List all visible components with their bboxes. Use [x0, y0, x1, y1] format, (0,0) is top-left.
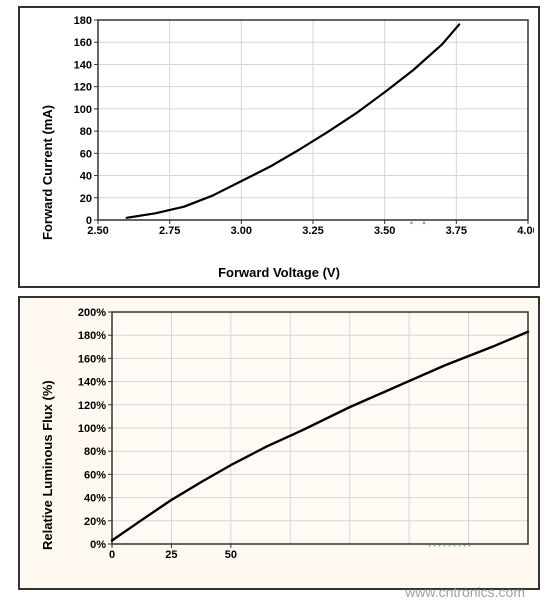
svg-text:200%: 200%: [78, 307, 106, 319]
svg-text:80: 80: [80, 126, 92, 138]
svg-text:3.00: 3.00: [231, 225, 252, 237]
svg-text:0%: 0%: [90, 539, 106, 551]
svg-text:0: 0: [86, 215, 92, 227]
svg-text:160%: 160%: [78, 353, 106, 365]
svg-text:40%: 40%: [84, 493, 106, 505]
svg-text:20%: 20%: [84, 516, 106, 528]
svg-text:140: 140: [74, 59, 92, 71]
svg-text:60: 60: [80, 148, 92, 160]
svg-text:2.75: 2.75: [159, 225, 180, 237]
watermark-text: www.cntronics.com: [405, 584, 525, 600]
svg-text:80%: 80%: [84, 446, 106, 458]
svg-text:4.00: 4.00: [517, 225, 534, 237]
top-chart-ylabel: Forward Current (mA): [40, 105, 55, 240]
svg-text:40: 40: [80, 171, 92, 183]
svg-text:100%: 100%: [78, 423, 106, 435]
svg-text:3.75: 3.75: [446, 225, 467, 237]
top-chart-svg: 2.502.753.003.253.503.754.00020406080100…: [60, 12, 534, 262]
svg-text:3.50: 3.50: [374, 225, 395, 237]
svg-text:0: 0: [109, 549, 115, 561]
svg-text:180: 180: [74, 15, 92, 27]
top-chart-panel: Forward Current (mA) 2.502.753.003.253.5…: [18, 6, 540, 288]
svg-text:180%: 180%: [78, 330, 106, 342]
bottom-chart-ylabel: Relative Luminous Flux (%): [40, 380, 55, 550]
svg-text:3.25: 3.25: [302, 225, 323, 237]
svg-text:120%: 120%: [78, 400, 106, 412]
svg-text:100: 100: [74, 104, 92, 116]
svg-text:50: 50: [225, 549, 237, 561]
svg-text:20: 20: [80, 193, 92, 205]
svg-text:60%: 60%: [84, 469, 106, 481]
top-chart-xlabel: Forward Voltage (V): [20, 265, 538, 280]
svg-text:140%: 140%: [78, 377, 106, 389]
bottom-chart-svg: 0 25 50 0% 20% 40% 60% 80% 100% 120% 140% 160% 180% 2…: [64, 304, 534, 566]
bottom-chart-panel: Relative Luminous Flux (%) 0 25 50 0% 20% 40%…: [18, 296, 540, 590]
svg-text:120: 120: [74, 82, 92, 94]
svg-text:160: 160: [74, 37, 92, 49]
svg-text:25: 25: [165, 549, 177, 561]
